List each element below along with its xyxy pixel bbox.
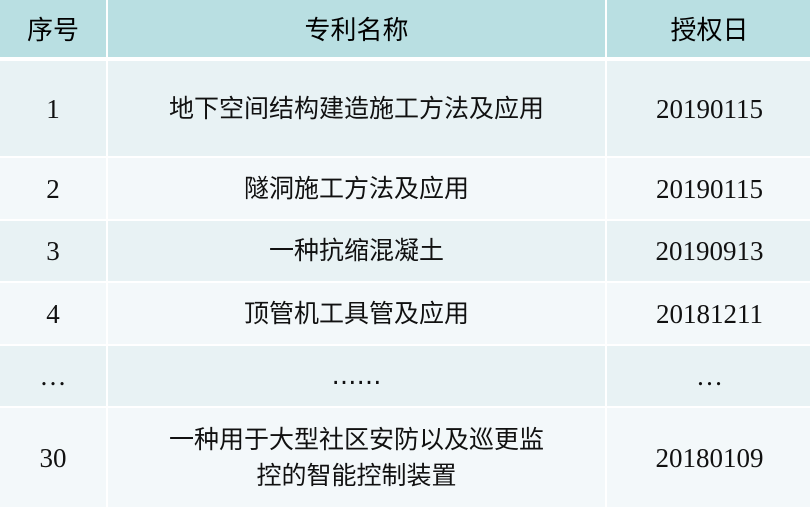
cell-date: 20190913: [607, 221, 810, 281]
cell-name: 地下空间结构建造施工方法及应用: [108, 61, 605, 156]
cell-name: 一种抗缩混凝土: [108, 221, 605, 281]
table-row: 1 地下空间结构建造施工方法及应用 20190115: [0, 61, 810, 156]
cell-date: 20181211: [607, 283, 810, 344]
cell-no: 3: [0, 221, 106, 281]
table-row: 3 一种抗缩混凝土 20190913: [0, 221, 810, 281]
cell-name: 顶管机工具管及应用: [108, 283, 605, 344]
cell-name: ……: [108, 346, 605, 406]
cell-no: 1: [0, 61, 106, 156]
cell-name: 一种用于大型社区安防以及巡更监控的智能控制装置: [108, 408, 605, 507]
cell-no: 30: [0, 408, 106, 507]
table-row: 4 顶管机工具管及应用 20181211: [0, 283, 810, 344]
table-row: … …… …: [0, 346, 810, 406]
header-name: 专利名称: [108, 0, 605, 59]
cell-date: 20180109: [607, 408, 810, 507]
cell-date: 20190115: [607, 61, 810, 156]
cell-no: 4: [0, 283, 106, 344]
header-row: 序号 专利名称 授权日: [0, 0, 810, 59]
table-row: 2 隧洞施工方法及应用 20190115: [0, 158, 810, 219]
header-date: 授权日: [607, 0, 810, 59]
cell-no: 2: [0, 158, 106, 219]
cell-no: …: [0, 346, 106, 406]
header-no: 序号: [0, 0, 106, 59]
table-row: 30 一种用于大型社区安防以及巡更监控的智能控制装置 20180109: [0, 408, 810, 507]
cell-date: …: [607, 346, 810, 406]
cell-name: 隧洞施工方法及应用: [108, 158, 605, 219]
cell-date: 20190115: [607, 158, 810, 219]
